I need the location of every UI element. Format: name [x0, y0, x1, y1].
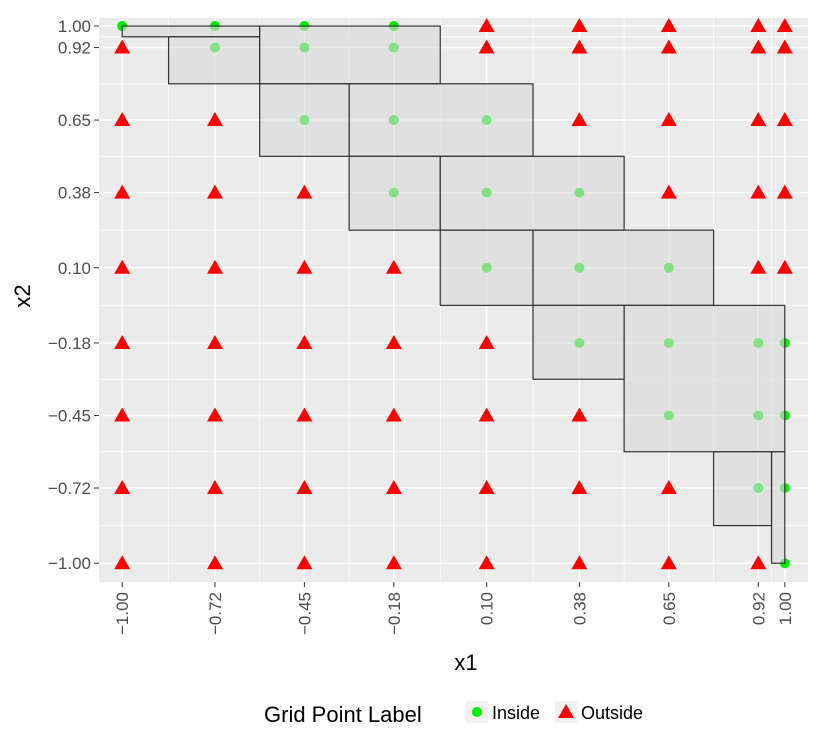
y-axis-ticks: 1.00 0.92 0.65 0.38 0.10 −0.18 −0.45 −0.72 −1.00 [48, 17, 99, 573]
point-outside [114, 555, 131, 570]
region-boxes [121, 25, 786, 564]
point-outside [206, 184, 223, 199]
x-tick-label: 0.92 [749, 592, 768, 625]
x-tick-label: −0.18 [385, 592, 404, 635]
point-outside [571, 555, 588, 570]
x-tick-label: 0.38 [570, 592, 589, 625]
point-outside [478, 334, 495, 349]
x-tick-label: −0.72 [206, 592, 225, 635]
point-outside [776, 259, 793, 274]
point-outside [660, 480, 677, 494]
point-outside [776, 112, 793, 127]
point-outside [750, 259, 767, 274]
point-outside [750, 184, 767, 199]
x-tick-label: −1.00 [113, 592, 132, 635]
point-outside [660, 555, 677, 570]
legend-key-triangle [558, 704, 574, 718]
point-outside [385, 480, 402, 494]
point-outside [296, 259, 313, 274]
point-outside [206, 407, 223, 422]
x-axis-title: x1 [454, 650, 477, 675]
point-outside [206, 480, 223, 494]
point-outside [296, 334, 313, 349]
x-tick-label: 0.10 [478, 592, 497, 625]
point-outside [114, 259, 131, 274]
y-tick-label: −0.18 [48, 334, 91, 353]
x-axis-ticks: −1.00 −0.72 −0.45 −0.18 0.10 0.38 0.65 0.92 1.00 [113, 582, 795, 635]
point-outside [571, 480, 588, 494]
point-outside [750, 555, 767, 570]
point-outside [660, 39, 677, 54]
point-outside [776, 18, 793, 33]
point-outside [478, 18, 495, 33]
point-outside [206, 112, 223, 127]
legend-entry-label: Outside [581, 703, 643, 723]
point-outside [750, 112, 767, 127]
y-tick-label: 0.10 [58, 259, 91, 278]
legend-entry-label: Inside [492, 703, 540, 723]
x-tick-label: −0.45 [295, 592, 314, 635]
x-tick-label: 1.00 [776, 592, 795, 625]
point-outside [206, 555, 223, 570]
region-box [712, 451, 773, 527]
point-outside [660, 18, 677, 33]
point-outside [296, 555, 313, 570]
region-box [348, 155, 441, 231]
legend-key-circle [472, 707, 482, 717]
region-box [439, 155, 625, 231]
point-outside [114, 480, 131, 494]
point-outside [750, 18, 767, 33]
legend: Grid Point Label Inside Outside [264, 701, 643, 727]
y-tick-label: 0.92 [58, 39, 91, 58]
region-box [167, 36, 261, 85]
y-tick-label: 0.65 [58, 111, 91, 130]
point-outside [571, 407, 588, 422]
point-outside [385, 334, 402, 349]
point-outside [385, 555, 402, 570]
region-box [532, 304, 625, 380]
region-box [348, 83, 534, 157]
region-box [259, 83, 350, 157]
region-box [623, 304, 786, 453]
point-outside [385, 407, 402, 422]
y-tick-label: 1.00 [58, 17, 91, 36]
y-tick-label: −0.45 [48, 406, 91, 425]
point-outside [296, 480, 313, 494]
point-outside [571, 39, 588, 54]
x-tick-label: 0.65 [660, 592, 679, 625]
point-outside [660, 184, 677, 199]
point-outside [385, 259, 402, 274]
y-tick-label: 0.38 [58, 184, 91, 203]
point-outside [114, 184, 131, 199]
point-outside [776, 39, 793, 54]
region-box [121, 25, 261, 38]
point-outside [114, 334, 131, 349]
point-outside [114, 407, 131, 422]
point-outside [478, 407, 495, 422]
point-outside [114, 112, 131, 127]
point-outside [776, 184, 793, 199]
point-outside [478, 39, 495, 54]
point-outside [114, 39, 131, 54]
region-box [439, 229, 534, 306]
point-outside [206, 259, 223, 274]
y-tick-label: −0.72 [48, 479, 91, 498]
point-outside [206, 334, 223, 349]
point-outside [296, 184, 313, 199]
point-outside [750, 39, 767, 54]
point-outside [660, 112, 677, 127]
y-tick-label: −1.00 [48, 554, 91, 573]
region-box [770, 451, 786, 564]
y-axis-title: x2 [10, 284, 35, 307]
point-outside [478, 555, 495, 570]
point-outside [478, 480, 495, 494]
point-outside [571, 18, 588, 33]
point-outside [296, 407, 313, 422]
legend-title: Grid Point Label [264, 702, 422, 727]
region-box [532, 229, 715, 306]
region-box [259, 25, 441, 85]
point-outside [571, 112, 588, 127]
